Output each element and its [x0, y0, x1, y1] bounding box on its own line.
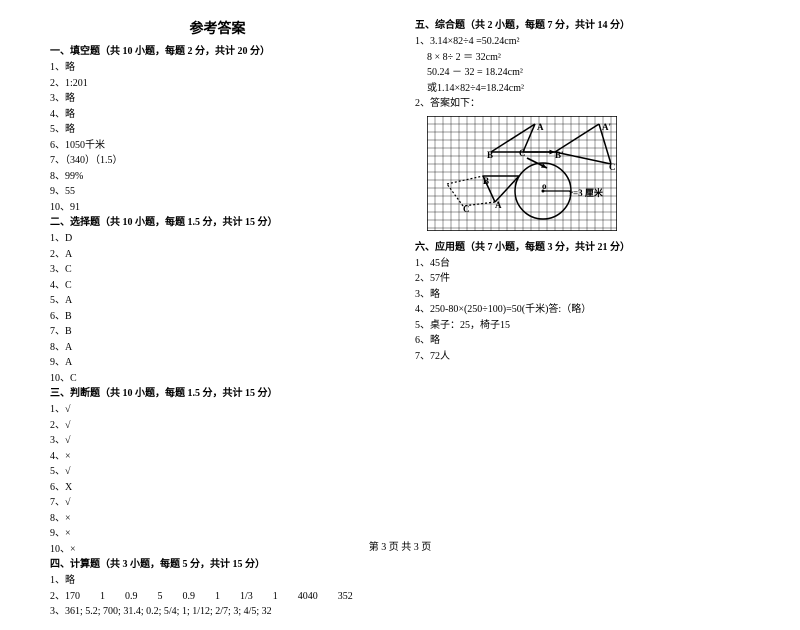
s2-i: 4、C: [50, 278, 385, 294]
s3-i: 7、√: [50, 495, 385, 511]
s5-i: 8 × 8÷ 2 ＝ 32cm²: [415, 50, 750, 66]
s6-i: 5、桌子：25，椅子15: [415, 318, 750, 334]
section-3-head: 三、判断题（共 10 小题，每题 1.5 分，共计 15 分）: [50, 386, 385, 402]
s6-i: 3、略: [415, 287, 750, 303]
s1-i: 2、1:201: [50, 76, 385, 92]
svg-text:C: C: [463, 204, 470, 214]
geometry-diagram: A A' B B' C C B C' Ao r=3 厘米: [427, 116, 750, 234]
page: 参考答案 一、填空题（共 10 小题，每题 2 分，共计 20 分） 1、略 2…: [0, 0, 800, 630]
s1-i: 1、略: [50, 60, 385, 76]
s1-i: 3、略: [50, 91, 385, 107]
svg-text:C': C': [609, 162, 617, 172]
s2-i: 7、B: [50, 324, 385, 340]
right-column: 五、综合题（共 2 小题，每题 7 分，共计 14 分） 1、3.14×82÷4…: [415, 18, 750, 620]
s1-i: 6、1050千米: [50, 138, 385, 154]
s1-i: 10、91: [50, 200, 385, 216]
section-1-head: 一、填空题（共 10 小题，每题 2 分，共计 20 分）: [50, 44, 385, 60]
svg-text:A: A: [537, 122, 544, 132]
s1-i: 8、99%: [50, 169, 385, 185]
s5-i: 或1.14×82÷4=18.24cm²: [415, 81, 750, 97]
s6-i: 1、45台: [415, 256, 750, 272]
s3-i: 5、√: [50, 464, 385, 480]
s3-i: 8、×: [50, 511, 385, 527]
s1-i: 4、略: [50, 107, 385, 123]
s2-i: 10、C: [50, 371, 385, 387]
page-number: 第 3 页 共 3 页: [0, 538, 800, 553]
svg-text:B: B: [483, 176, 489, 186]
s6-i: 2、57件: [415, 271, 750, 287]
svg-text:A': A': [602, 122, 611, 132]
s3-i: 3、√: [50, 433, 385, 449]
s2-i: 9、A: [50, 355, 385, 371]
s3-i: 1、√: [50, 402, 385, 418]
s4-i: 2、170 1 0.9 5 0.9 1 1/3 1 4040 352: [50, 589, 385, 605]
s3-i: 6、X: [50, 480, 385, 496]
svg-text:o: o: [542, 181, 547, 191]
s4-i: 3、361; 5.2; 700; 31.4; 0.2; 5/4; 1; 1/12…: [50, 604, 385, 620]
s3-i: 2、√: [50, 418, 385, 434]
svg-text:r=3 厘米: r=3 厘米: [569, 187, 604, 198]
s1-i: 9、55: [50, 184, 385, 200]
s3-i: 4、×: [50, 449, 385, 465]
section-2-head: 二、选择题（共 10 小题，每题 1.5 分，共计 15 分）: [50, 215, 385, 231]
svg-text:B': B': [555, 150, 564, 160]
s1-i: 7、（340）（1.5）: [50, 153, 385, 169]
s6-i: 7、72人: [415, 349, 750, 365]
s2-i: 5、A: [50, 293, 385, 309]
s6-i: 4、250-80×(250÷100)=50(千米)答:（略）: [415, 302, 750, 318]
section-6-head: 六、应用题（共 7 小题，每题 3 分，共计 21 分）: [415, 240, 750, 256]
svg-text:A: A: [495, 200, 502, 210]
s5-i: 1、3.14×82÷4 =50.24cm²: [415, 34, 750, 50]
section-5-head: 五、综合题（共 2 小题，每题 7 分，共计 14 分）: [415, 18, 750, 34]
s4-i: 1、略: [50, 573, 385, 589]
left-column: 参考答案 一、填空题（共 10 小题，每题 2 分，共计 20 分） 1、略 2…: [50, 18, 385, 620]
s2-i: 6、B: [50, 309, 385, 325]
s5-i: 50.24 － 32 = 18.24cm²: [415, 65, 750, 81]
s1-i: 5、略: [50, 122, 385, 138]
page-title: 参考答案: [50, 18, 385, 38]
s6-i: 6、略: [415, 333, 750, 349]
s2-i: 3、C: [50, 262, 385, 278]
svg-text:B: B: [487, 150, 493, 160]
s2-i: 1、D: [50, 231, 385, 247]
s5-i: 2、答案如下：: [415, 96, 750, 112]
s2-i: 2、A: [50, 247, 385, 263]
section-4-head: 四、计算题（共 3 小题，每题 5 分，共计 15 分）: [50, 557, 385, 573]
svg-text:C: C: [519, 148, 526, 158]
s2-i: 8、A: [50, 340, 385, 356]
